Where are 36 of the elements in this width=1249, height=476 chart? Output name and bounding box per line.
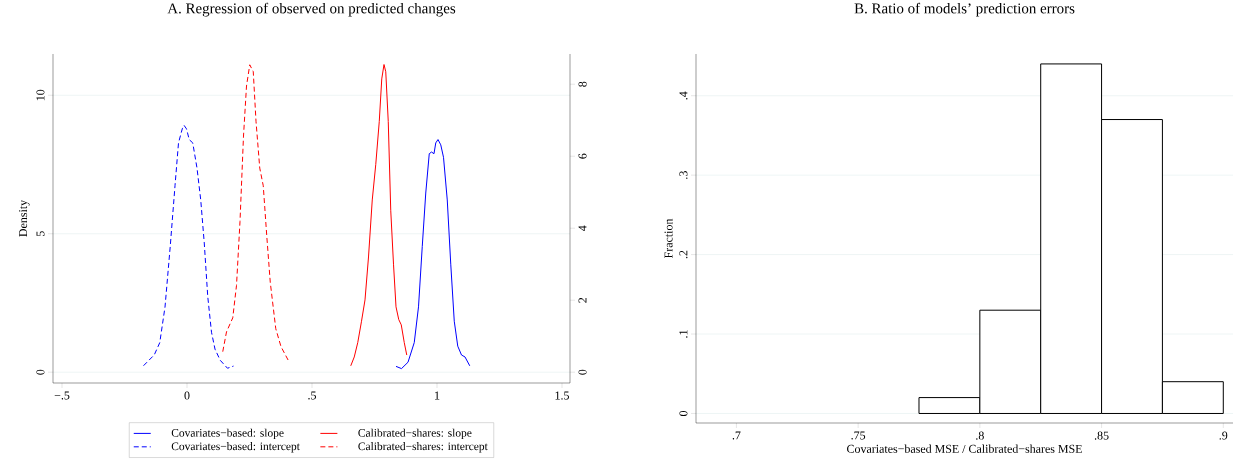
y-axis-title: Density (19, 199, 30, 237)
legend-label: Covariates−based: intercept (171, 442, 300, 453)
legend-label: Covariates−based: slope (171, 428, 284, 440)
x-tick-label: .75 (851, 431, 866, 440)
line-series (143, 124, 234, 369)
line-series (222, 64, 289, 361)
y-tick-label: .2 (679, 250, 688, 259)
legend-label: Calibrated−shares: intercept (358, 442, 488, 453)
x-tick-label: 0 (184, 391, 190, 400)
line-series (350, 64, 408, 367)
x-tick-label: 1 (435, 391, 440, 400)
y-tick-label: .3 (679, 171, 688, 179)
chart-title: A. Regression of observed on predicted changes (167, 2, 456, 17)
x-tick-label: .7 (732, 431, 741, 440)
x-tick-label: .5 (308, 391, 317, 400)
x-tick-label: 1.5 (555, 391, 570, 400)
y2-tick-label: 8 (578, 81, 587, 87)
y-axis-title: Fraction (664, 218, 673, 259)
x-tick-label: .9 (1219, 431, 1228, 440)
y2-tick-label: 6 (578, 153, 587, 159)
x-tick-label: .8 (976, 431, 984, 440)
y2-tick-label: 2 (578, 297, 587, 303)
y-tick-label: .4 (679, 91, 688, 100)
y-tick-label: 5 (36, 231, 45, 237)
y-tick-label: 10 (36, 89, 45, 101)
y2-tick-label: 0 (578, 369, 587, 375)
x-axis-title: Covariates−based MSE / Calibrated−shares MSE (847, 444, 1082, 453)
x-tick-label: .85 (1094, 431, 1109, 440)
y-tick-label: .1 (679, 330, 688, 338)
x-tick-label: −.5 (54, 391, 70, 400)
line-series (395, 139, 471, 370)
legend-label: Calibrated−shares: slope (358, 428, 472, 440)
chart-title: B. Ratio of models’ prediction errors (854, 2, 1075, 17)
y2-tick-label: 4 (578, 225, 587, 231)
y-tick-label: 0 (679, 410, 688, 416)
y-tick-label: 0 (36, 369, 45, 375)
